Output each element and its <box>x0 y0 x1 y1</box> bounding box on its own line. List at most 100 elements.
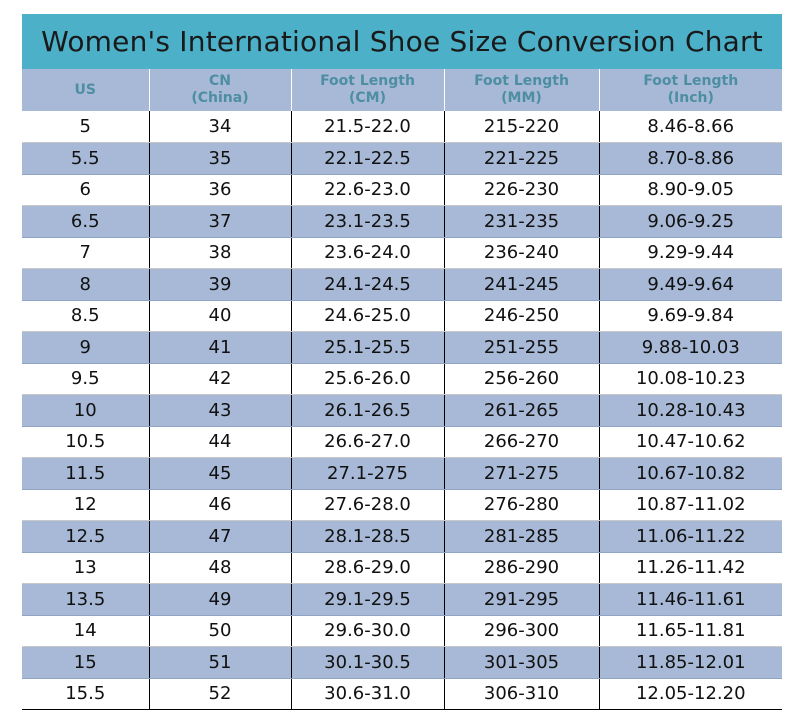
cn-size-cell: 46 <box>149 489 292 521</box>
foot-length-inch-cell: 9.69-9.84 <box>599 300 782 332</box>
cn-size-cell: 40 <box>149 300 292 332</box>
us-size-cell: 9 <box>22 331 150 364</box>
foot-length-inch-cell: 10.08-10.23 <box>599 363 782 395</box>
foot-length-mm-cell: 215-220 <box>444 111 600 143</box>
cn-size-cell: 36 <box>149 174 292 206</box>
cn-size-cell: 44 <box>149 426 292 458</box>
foot-length-inch-cell: 10.67-10.82 <box>599 457 782 490</box>
us-header: US <box>22 69 150 111</box>
foot-length-inch-cell: 8.90-9.05 <box>599 174 782 206</box>
table-row: 15 51 30.1-30.5 301-305 11.85-12.01 <box>22 646 782 679</box>
cn-size-cell: 49 <box>149 583 292 616</box>
foot-length-mm-cell: 271-275 <box>444 457 600 490</box>
foot-length-mm-cell: 276-280 <box>444 489 600 521</box>
table-row: 8 39 24.1-24.5 241-245 9.49-9.64 <box>22 268 782 301</box>
size-conversion-chart: Women's International Shoe Size Conversi… <box>22 14 782 710</box>
foot-length-mm-cell: 226-230 <box>444 174 600 206</box>
foot-length-cm-cell: 24.6-25.0 <box>291 300 445 332</box>
foot-length-cm-cell: 22.6-23.0 <box>291 174 445 206</box>
header-label: Foot Length <box>474 73 569 89</box>
us-size-cell: 7 <box>22 237 150 269</box>
cn-size-cell: 42 <box>149 363 292 395</box>
foot-length-mm-cell: 241-245 <box>444 268 600 301</box>
table-row: 5.5 35 22.1-22.5 221-225 8.70-8.86 <box>22 142 782 175</box>
foot-length-mm-cell: 266-270 <box>444 426 600 458</box>
cn-header: CN (China) <box>149 69 292 111</box>
foot-length-mm-cell: 231-235 <box>444 205 600 238</box>
us-size-cell: 14 <box>22 615 150 647</box>
us-size-cell: 6 <box>22 174 150 206</box>
cn-size-cell: 50 <box>149 615 292 647</box>
us-size-cell: 12 <box>22 489 150 521</box>
foot-length-inch-cell: 11.85-12.01 <box>599 646 782 679</box>
table-row: 6.5 37 23.1-23.5 231-235 9.06-9.25 <box>22 205 782 238</box>
us-size-cell: 8.5 <box>22 300 150 332</box>
foot-length-cm-cell: 28.6-29.0 <box>291 552 445 584</box>
foot-length-mm-cell: 261-265 <box>444 394 600 427</box>
table-row: 12 46 27.6-28.0 276-280 10.87-11.02 <box>22 489 782 521</box>
cn-size-cell: 34 <box>149 111 292 143</box>
cn-size-cell: 38 <box>149 237 292 269</box>
foot-length-inch-cell: 11.06-11.22 <box>599 520 782 553</box>
header-sublabel: (China) <box>191 90 249 106</box>
foot-length-inch-cell: 8.46-8.66 <box>599 111 782 143</box>
cn-size-cell: 35 <box>149 142 292 175</box>
cn-size-cell: 45 <box>149 457 292 490</box>
foot-length-inch-cell: 10.28-10.43 <box>599 394 782 427</box>
table-row: 10.5 44 26.6-27.0 266-270 10.47-10.62 <box>22 426 782 458</box>
foot-length-mm-cell: 286-290 <box>444 552 600 584</box>
us-size-cell: 5 <box>22 111 150 143</box>
cn-size-cell: 39 <box>149 268 292 301</box>
foot-length-cm-cell: 23.6-24.0 <box>291 237 445 269</box>
foot-length-inch-header: Foot Length (Inch) <box>599 69 782 111</box>
table-row: 14 50 29.6-30.0 296-300 11.65-11.81 <box>22 615 782 647</box>
foot-length-inch-cell: 10.87-11.02 <box>599 489 782 521</box>
us-size-cell: 13.5 <box>22 583 150 616</box>
us-size-cell: 12.5 <box>22 520 150 553</box>
foot-length-cm-cell: 22.1-22.5 <box>291 142 445 175</box>
header-sublabel: (CM) <box>348 90 386 106</box>
us-size-cell: 9.5 <box>22 363 150 395</box>
cn-size-cell: 47 <box>149 520 292 553</box>
foot-length-cm-cell: 25.1-25.5 <box>291 331 445 364</box>
table-row: 12.5 47 28.1-28.5 281-285 11.06-11.22 <box>22 520 782 553</box>
header-label: Foot Length <box>643 73 739 89</box>
foot-length-inch-cell: 12.05-12.20 <box>599 678 782 710</box>
table-row: 11.5 45 27.1-275 271-275 10.67-10.82 <box>22 457 782 490</box>
header-label: CN <box>209 73 231 89</box>
foot-length-cm-cell: 30.1-30.5 <box>291 646 445 679</box>
us-size-cell: 10 <box>22 394 150 427</box>
foot-length-mm-cell: 251-255 <box>444 331 600 364</box>
foot-length-mm-cell: 291-295 <box>444 583 600 616</box>
header-sublabel: (Inch) <box>667 90 714 106</box>
cn-size-cell: 41 <box>149 331 292 364</box>
table-row: 13.5 49 29.1-29.5 291-295 11.46-11.61 <box>22 583 782 616</box>
foot-length-cm-header: Foot Length (CM) <box>291 69 445 111</box>
us-size-cell: 10.5 <box>22 426 150 458</box>
header-label: US <box>74 81 96 98</box>
foot-length-mm-cell: 296-300 <box>444 615 600 647</box>
cn-size-cell: 37 <box>149 205 292 238</box>
table-row: 9 41 25.1-25.5 251-255 9.88-10.03 <box>22 331 782 364</box>
table-row: 7 38 23.6-24.0 236-240 9.29-9.44 <box>22 237 782 269</box>
cn-size-cell: 48 <box>149 552 292 584</box>
foot-length-inch-cell: 11.26-11.42 <box>599 552 782 584</box>
us-size-cell: 8 <box>22 268 150 301</box>
foot-length-mm-header: Foot Length (MM) <box>444 69 600 111</box>
size-table: US CN (China) Foot Length (CM) Foot Length (MM… <box>22 69 782 710</box>
foot-length-cm-cell: 27.6-28.0 <box>291 489 445 521</box>
cn-size-cell: 51 <box>149 646 292 679</box>
foot-length-mm-cell: 221-225 <box>444 142 600 175</box>
table-row: 10 43 26.1-26.5 261-265 10.28-10.43 <box>22 394 782 427</box>
us-size-cell: 13 <box>22 552 150 584</box>
foot-length-inch-cell: 9.49-9.64 <box>599 268 782 301</box>
foot-length-cm-cell: 23.1-23.5 <box>291 205 445 238</box>
foot-length-mm-cell: 281-285 <box>444 520 600 553</box>
foot-length-cm-cell: 26.6-27.0 <box>291 426 445 458</box>
foot-length-inch-cell: 11.65-11.81 <box>599 615 782 647</box>
foot-length-inch-cell: 9.06-9.25 <box>599 205 782 238</box>
foot-length-cm-cell: 25.6-26.0 <box>291 363 445 395</box>
us-size-cell: 5.5 <box>22 142 150 175</box>
header-sublabel: (MM) <box>501 90 542 106</box>
table-row: 6 36 22.6-23.0 226-230 8.90-9.05 <box>22 174 782 206</box>
